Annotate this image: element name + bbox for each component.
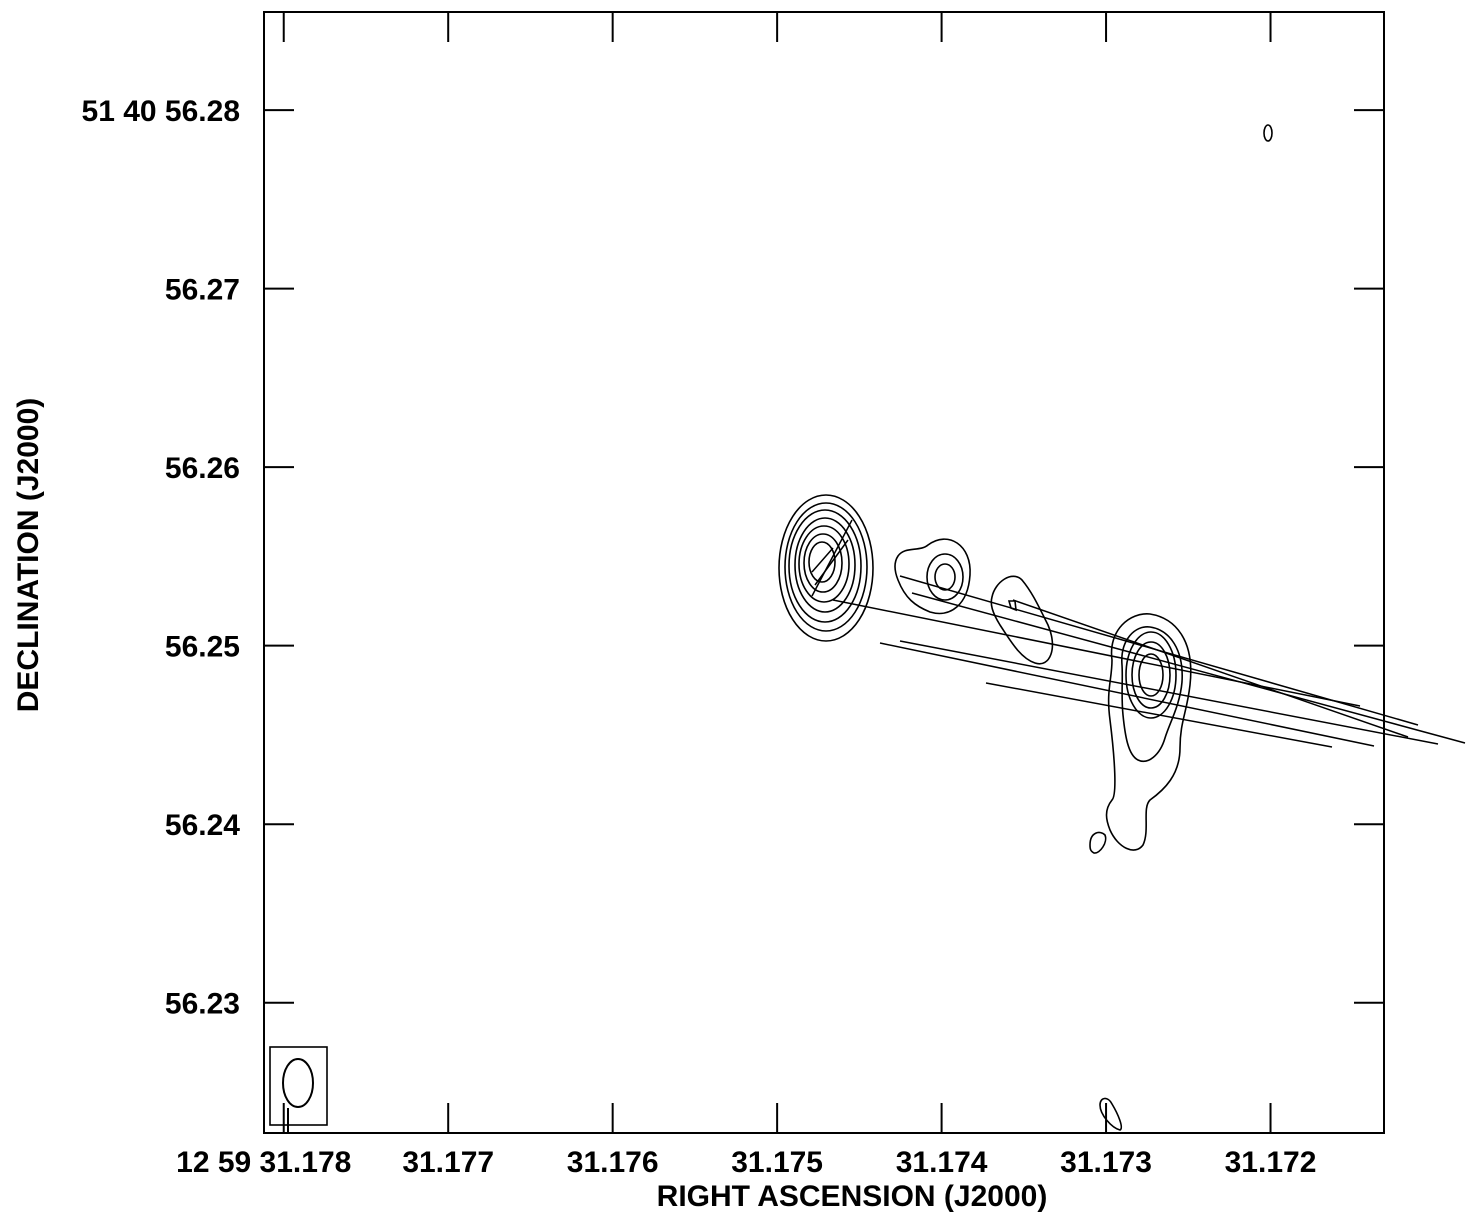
contour-line [1105,613,1192,851]
contour-line [1099,1097,1123,1131]
contour-line [788,509,862,623]
vector-layer [811,519,1466,748]
contour-line [990,575,1054,665]
contour-line [1125,631,1177,719]
contour-line [778,494,874,642]
y-tick-label: 56.23 [165,988,240,1021]
beam-box [269,1046,328,1126]
vector-line [811,547,834,573]
vector-line [911,592,1466,744]
beam-ellipse [282,1058,314,1108]
y-tick-label: 51 40 56.28 [82,95,240,128]
x-tick-label: 31.177 [402,1146,494,1179]
y-tick-label: 56.27 [165,274,240,307]
beam-indicator [269,1046,328,1133]
contour-layer [778,124,1273,1131]
y-tick-label: 56.25 [165,631,240,664]
vector-line [899,640,1439,745]
contour-line [808,541,836,583]
contour-line [794,517,856,613]
contour-line [1121,626,1183,762]
vector-line [832,599,1361,707]
x-tick-label: 31.175 [731,1146,823,1179]
contour-line [1138,653,1164,697]
x-tick-label: 31.174 [896,1146,988,1179]
x-axis-label: RIGHT ASCENSION (J2000) [657,1180,1048,1213]
vector-line [814,539,849,586]
contour-line [1089,831,1107,854]
contour-line [784,502,868,632]
contour-line [1263,124,1273,142]
x-tick-label: 12 59 31.178 [176,1146,351,1179]
contour-core [778,494,874,642]
y-tick-labels: 51 40 56.28 56.27 56.26 56.25 56.24 56.23 [82,95,241,1021]
contour-line [934,563,956,591]
contour-knot-3 [1089,613,1192,854]
vector-line [985,682,1333,748]
x-tick-label: 31.176 [567,1146,659,1179]
contour-line [926,553,964,601]
contour-line [894,538,971,615]
axis-ticks [264,12,1384,1133]
x-tick-label: 31.172 [1225,1146,1317,1179]
vector-line [879,642,1375,747]
vector-line [811,519,853,597]
x-tick-label: 31.173 [1060,1146,1152,1179]
plot-frame [263,11,1385,1134]
contour-knot-1 [894,538,971,615]
contour-line [803,533,843,593]
y-axis-label: DECLINATION (J2000) [12,398,45,713]
vector-line [1012,599,1409,738]
y-tick-label: 56.24 [165,809,240,842]
y-tick-label: 56.26 [165,452,240,485]
contour-line [798,525,850,603]
contour-knot-2 [990,575,1054,665]
contour-line [1131,641,1171,709]
x-tick-labels: 12 59 31.178 31.177 31.176 31.175 31.174 31.1… [176,1146,1316,1179]
